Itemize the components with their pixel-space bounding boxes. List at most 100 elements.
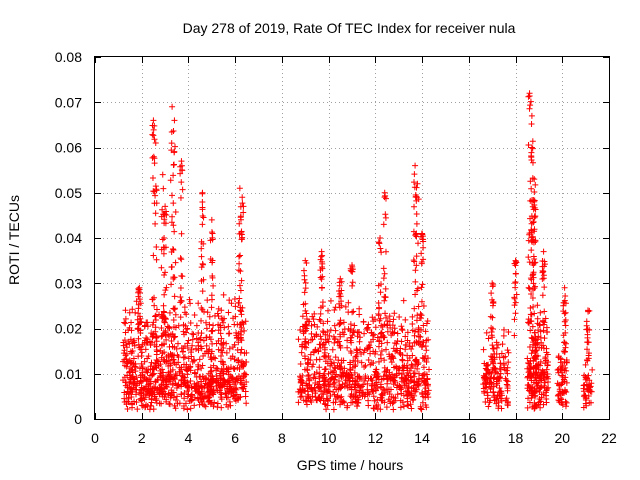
data-point (561, 310, 568, 317)
data-point (584, 339, 591, 346)
data-point (320, 382, 327, 389)
data-point (418, 250, 425, 257)
data-point (152, 192, 159, 199)
data-point (182, 322, 189, 329)
data-point (380, 265, 387, 272)
data-point (389, 322, 396, 329)
data-point (582, 394, 589, 401)
data-point (408, 405, 415, 412)
data-point (322, 339, 329, 346)
data-point (526, 285, 533, 292)
data-point (512, 299, 519, 306)
data-point (237, 213, 244, 220)
data-point (331, 322, 338, 329)
data-point (181, 331, 188, 338)
data-point (386, 369, 393, 376)
data-point (488, 356, 495, 363)
data-point (389, 354, 396, 361)
data-point (370, 405, 377, 412)
data-point (535, 333, 542, 340)
data-point (527, 357, 534, 364)
data-point (419, 230, 426, 237)
data-point (318, 253, 325, 260)
data-point (377, 381, 384, 388)
data-point (161, 314, 168, 321)
data-point (127, 359, 134, 366)
data-point (317, 310, 324, 317)
data-point (162, 269, 169, 276)
data-point (541, 284, 548, 291)
data-point (195, 300, 202, 307)
data-point (530, 239, 537, 246)
data-point (303, 382, 310, 389)
data-point (340, 319, 347, 326)
data-point (152, 183, 159, 190)
data-point (170, 128, 177, 135)
data-point (349, 279, 356, 286)
data-point (319, 273, 326, 280)
data-point (161, 291, 168, 298)
data-point (351, 369, 358, 376)
data-point (420, 303, 427, 310)
data-point (193, 335, 200, 342)
data-point (562, 403, 569, 410)
data-point (166, 357, 173, 364)
data-point (124, 406, 131, 413)
data-point (138, 349, 145, 356)
data-point (487, 375, 494, 382)
data-point (228, 387, 235, 394)
data-point (365, 356, 372, 363)
data-point (179, 348, 186, 355)
data-point (530, 262, 537, 269)
data-point (338, 298, 345, 305)
data-point (318, 276, 325, 283)
data-point (343, 382, 350, 389)
data-point (178, 158, 185, 165)
data-point (237, 287, 244, 294)
data-point (172, 371, 179, 378)
data-point (172, 259, 179, 266)
data-point (323, 406, 330, 413)
data-point (377, 406, 384, 413)
data-point (243, 400, 250, 407)
data-point (560, 376, 567, 383)
data-point (178, 230, 185, 237)
data-point (353, 346, 360, 353)
data-point (356, 383, 363, 390)
data-point (206, 313, 213, 320)
data-point (144, 355, 151, 362)
data-point (369, 332, 376, 339)
data-point (186, 397, 193, 404)
data-point (535, 327, 542, 334)
data-point (360, 319, 367, 326)
data-point (170, 172, 177, 179)
data-point (171, 274, 178, 281)
data-point (589, 366, 596, 373)
data-point (418, 406, 425, 413)
data-point (311, 310, 318, 317)
data-point (498, 397, 505, 404)
data-point (384, 339, 391, 346)
data-point (418, 258, 425, 265)
data-point (528, 112, 535, 119)
data-point (334, 339, 341, 346)
data-point (561, 389, 568, 396)
data-point (413, 220, 420, 227)
data-point (584, 346, 591, 353)
data-point (380, 375, 387, 382)
data-point (413, 317, 420, 324)
data-point (482, 399, 489, 406)
data-point (148, 359, 155, 366)
data-point (300, 397, 307, 404)
data-point (209, 259, 216, 266)
data-point (302, 355, 309, 362)
data-point (188, 391, 195, 398)
data-point (236, 295, 243, 302)
data-point (304, 366, 311, 373)
data-point (420, 393, 427, 400)
data-point (143, 334, 150, 341)
data-point (159, 206, 166, 213)
data-point (198, 330, 205, 337)
data-point (381, 270, 388, 277)
data-point (383, 314, 390, 321)
